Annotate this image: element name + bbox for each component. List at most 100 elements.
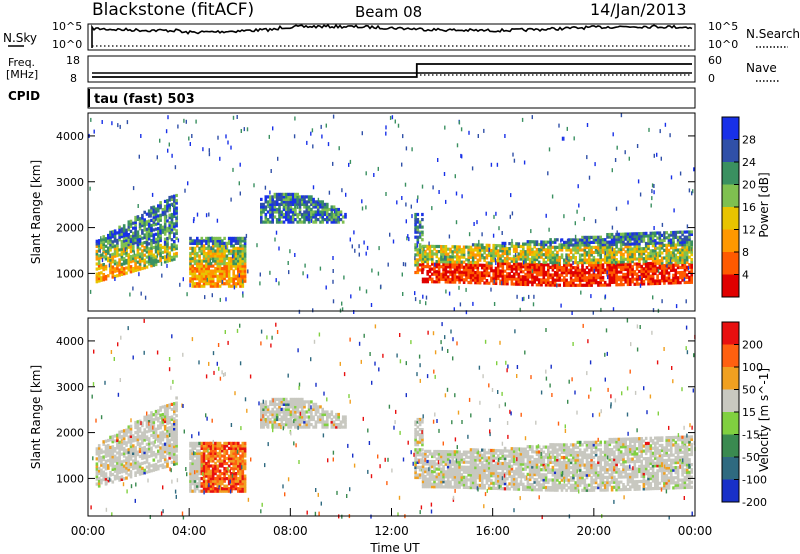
- power-cell: [437, 265, 441, 269]
- velocity-cell: [189, 474, 192, 478]
- power-cell: [216, 249, 220, 253]
- velocity-cell: [175, 444, 178, 448]
- power-cell: [216, 274, 220, 278]
- power-cell: [469, 265, 473, 270]
- power-cell: [294, 197, 297, 201]
- power-cell: [175, 201, 178, 205]
- velocity-cell: [218, 441, 222, 445]
- power-cell: [138, 237, 142, 241]
- velocity-cell: [116, 443, 119, 447]
- power-cell: [287, 215, 290, 219]
- velocity-cell: [141, 451, 144, 455]
- power-cell: [660, 279, 664, 283]
- power-cell: [667, 241, 671, 245]
- velocity-cell: [113, 447, 117, 451]
- power-scatter-cell: [317, 197, 320, 202]
- power-cell: [601, 283, 605, 287]
- power-cell: [619, 247, 623, 251]
- power-cell: [619, 252, 623, 256]
- velocity-cell: [209, 489, 213, 493]
- power-cell: [264, 205, 268, 209]
- velocity-cell: [237, 461, 240, 466]
- velocity-cell: [243, 449, 247, 453]
- power-cell: [421, 225, 424, 229]
- velocity-cell: [239, 489, 242, 493]
- velocity-cell: [113, 477, 117, 481]
- velocity-cell: [163, 460, 167, 464]
- power-cell: [109, 261, 112, 265]
- velocity-cell: [107, 451, 110, 455]
- power-cell: [433, 247, 436, 251]
- velocity-cell: [230, 489, 233, 493]
- velocity-cell: [202, 461, 206, 466]
- velocity-cell: [418, 465, 422, 469]
- velocity-cell: [170, 430, 174, 434]
- velocity-cell: [147, 439, 151, 443]
- power-cell: [196, 251, 199, 256]
- power-cell: [651, 271, 655, 276]
- velocity-cell: [227, 479, 231, 483]
- velocity-cell: [230, 482, 233, 486]
- power-cell: [216, 279, 220, 283]
- power-cell: [547, 253, 550, 257]
- power-scatter-cell: [404, 262, 407, 267]
- power-scatter-cell: [651, 196, 653, 201]
- power-scatter-cell: [385, 192, 387, 196]
- power-cell: [321, 200, 324, 204]
- power-cell: [474, 271, 477, 275]
- velocity-cell: [143, 433, 146, 437]
- power-scatter-cell: [669, 258, 672, 263]
- velocity-cell: [239, 444, 242, 448]
- power-cell: [474, 281, 477, 285]
- power-cell: [549, 281, 552, 285]
- velocity-cell: [113, 457, 117, 461]
- power-cell: [442, 272, 445, 276]
- power-cell: [471, 268, 475, 272]
- power-cell: [478, 246, 482, 250]
- velocity-cell: [191, 459, 194, 463]
- power-cell: [157, 204, 160, 208]
- power-cell: [647, 274, 650, 278]
- power-cell: [241, 269, 245, 273]
- power-cell: [416, 258, 420, 262]
- velocity-cell: [175, 396, 178, 400]
- power-cell: [305, 210, 309, 214]
- power-cell: [626, 272, 630, 276]
- power-cell: [481, 266, 484, 270]
- power-cell: [603, 238, 607, 242]
- power-scatter-cell: [156, 155, 158, 160]
- velocity-cell: [116, 464, 119, 468]
- velocity-cell: [129, 472, 133, 476]
- power-cell: [549, 240, 552, 244]
- velocity-cell: [159, 441, 162, 445]
- power-cell: [145, 220, 149, 224]
- power-cell: [497, 269, 500, 273]
- velocity-cell: [100, 471, 103, 475]
- power-cell: [444, 275, 448, 279]
- velocity-cell: [111, 462, 115, 466]
- power-cell: [483, 281, 486, 285]
- power-cell: [656, 236, 659, 240]
- power-cell: [553, 238, 557, 242]
- power-cell: [594, 278, 598, 282]
- power-cell: [147, 222, 151, 226]
- power-cell: [216, 284, 220, 288]
- power-cell: [558, 255, 561, 260]
- power-cell: [635, 272, 639, 276]
- power-cell: [535, 252, 539, 257]
- power-cell: [540, 268, 543, 272]
- power-cell: [225, 264, 229, 268]
- velocity-cell: [214, 461, 217, 466]
- power-cell: [590, 261, 593, 265]
- power-cell: [335, 212, 338, 217]
- power-cell: [492, 243, 495, 248]
- power-scatter-cell: [673, 208, 675, 213]
- power-cell: [200, 251, 204, 256]
- power-scatter-cell: [202, 147, 204, 152]
- power-cell: [421, 270, 424, 275]
- velocity-cell: [100, 478, 103, 482]
- power-cell: [563, 271, 566, 275]
- power-cell: [674, 271, 678, 275]
- velocity-cell: [120, 452, 124, 456]
- power-cell: [660, 241, 664, 245]
